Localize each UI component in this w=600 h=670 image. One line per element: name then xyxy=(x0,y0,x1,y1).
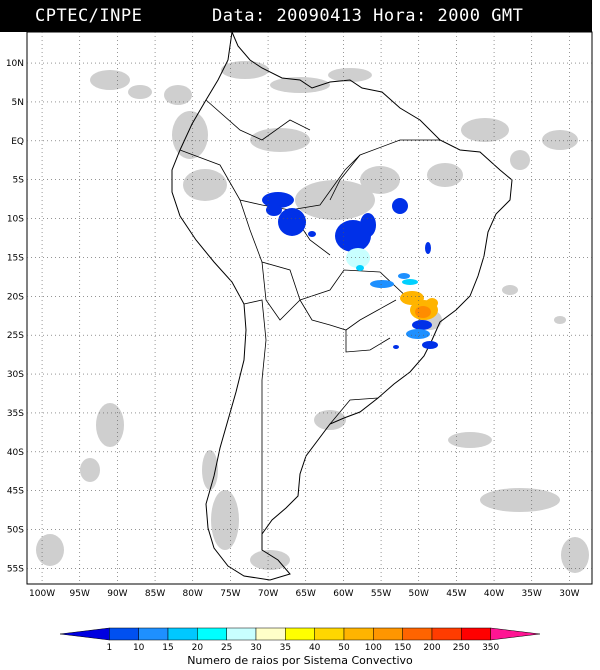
lat-label: 15S xyxy=(7,253,24,263)
colorbar-level: 100 xyxy=(365,643,382,653)
lat-label: EQ xyxy=(11,137,24,147)
colorbar-caption: Numero de raios por Sistema Convectivo xyxy=(187,654,413,667)
colorbar-level: 35 xyxy=(280,643,291,653)
title-bar: CPTEC/INPE Data: 20090413 Hora: 2000 GMT xyxy=(0,0,592,32)
colorbar-swatch xyxy=(314,627,345,641)
lat-label: 10N xyxy=(6,59,24,69)
colorbar-level: 350 xyxy=(482,643,499,653)
lon-label: 85W xyxy=(145,589,165,599)
colorbar-level: 25 xyxy=(221,643,232,653)
lon-label: 100W xyxy=(29,589,55,599)
lon-label: 75W xyxy=(220,589,240,599)
colorbar-swatch xyxy=(490,627,541,641)
lon-label: 70W xyxy=(258,589,278,599)
colorbar-level: 250 xyxy=(453,643,470,653)
lon-label: 40W xyxy=(484,589,504,599)
lon-label: 65W xyxy=(296,589,316,599)
colorbar-swatch xyxy=(343,627,374,641)
colorbar xyxy=(59,627,541,641)
lat-label: 25S xyxy=(7,331,24,341)
colorbar-swatch xyxy=(109,627,139,641)
colorbar-level: 40 xyxy=(309,643,321,653)
colorbar-swatch xyxy=(255,627,286,641)
colorbar-swatch xyxy=(285,627,315,641)
lat-label: 35S xyxy=(7,409,24,419)
datetime-label: Data: 20090413 Hora: 2000 GMT xyxy=(212,6,523,26)
lon-label: 95W xyxy=(70,589,90,599)
lat-label: 55S xyxy=(7,564,24,574)
latitude-labels: 10N 5N EQ 5S 10S 15S 20S 25S 30S 35S 40S 45S 50S 55S xyxy=(6,59,24,574)
lon-label: 90W xyxy=(107,589,127,599)
convective-systems xyxy=(262,192,438,349)
colorbar-level: 10 xyxy=(133,643,145,653)
colorbar-level: 50 xyxy=(338,643,350,653)
colorbar-level: 15 xyxy=(162,643,173,653)
time-label: Hora: xyxy=(373,6,427,26)
lat-label: 10S xyxy=(7,215,24,225)
colorbar-swatch xyxy=(197,627,227,641)
lat-label: 5S xyxy=(13,176,25,186)
colorbar-swatch xyxy=(431,627,462,641)
date-value: 20090413 xyxy=(276,6,363,26)
colorbar-swatch xyxy=(167,627,198,641)
lon-label: 35W xyxy=(522,589,542,599)
cell-cyan xyxy=(356,265,418,285)
lon-label: 55W xyxy=(371,589,391,599)
lat-label: 5N xyxy=(12,98,24,108)
colorbar-labels: 1 10 15 20 25 30 35 40 50 100 150 200 250 350 xyxy=(106,643,499,653)
time-value: 2000 GMT xyxy=(437,6,524,26)
colorbar-swatch xyxy=(402,627,433,641)
colorbar-level: 20 xyxy=(192,643,204,653)
lat-label: 40S xyxy=(7,448,24,458)
lon-label: 60W xyxy=(333,589,353,599)
colorbar-swatch xyxy=(226,627,257,641)
lat-label: 45S xyxy=(7,487,24,497)
colorbar-level: 200 xyxy=(423,643,440,653)
colorbar-swatch xyxy=(373,627,403,641)
graticule xyxy=(27,32,592,584)
lon-label: 30W xyxy=(559,589,579,599)
colorbar-swatch xyxy=(138,627,169,641)
lon-label: 45W xyxy=(446,589,466,599)
lon-label: 80W xyxy=(183,589,203,599)
cell-blue-west xyxy=(262,192,438,349)
longitude-labels: 100W 95W 90W 85W 80W 75W 70W 65W 60W 55W 50W 45W 40W… xyxy=(29,589,580,599)
lon-label: 50W xyxy=(409,589,429,599)
colorbar-level: 30 xyxy=(250,643,262,653)
colorbar-swatch xyxy=(461,627,491,641)
cell-dark-orange xyxy=(415,306,431,318)
date-label: Data: xyxy=(212,6,266,26)
colorbar-level: 1 xyxy=(106,643,112,653)
south-america-coastline xyxy=(171,30,513,581)
colorbar-swatch xyxy=(59,627,110,641)
colorbar-level: 150 xyxy=(394,643,411,653)
cell-mid-blue xyxy=(370,273,430,339)
cell-light-cyan xyxy=(346,248,370,268)
lat-label: 30S xyxy=(7,370,24,380)
lat-label: 20S xyxy=(7,292,24,302)
source-label: CPTEC/INPE xyxy=(35,6,143,26)
lat-label: 50S xyxy=(7,526,24,536)
